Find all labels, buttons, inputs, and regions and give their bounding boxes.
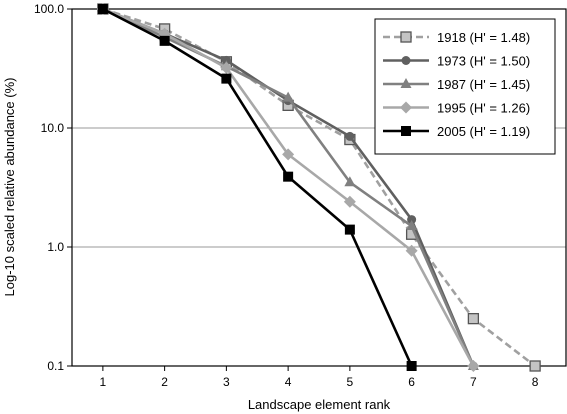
plot-area-frame <box>71 8 567 367</box>
series-4 <box>97 4 417 371</box>
data-point <box>405 244 418 257</box>
legend-marker <box>400 31 412 43</box>
legend: 1918 (H' = 1.48) 1973 (H' = 1.50) 1987 (H'… <box>374 18 556 155</box>
data-point <box>406 361 417 371</box>
x-tick-label: 2 <box>161 375 168 389</box>
legend-label: 1987 (H' = 1.45) <box>437 77 530 92</box>
data-point <box>282 91 294 102</box>
data-point <box>406 220 418 231</box>
legend-marker <box>400 101 412 114</box>
data-point <box>159 35 170 46</box>
data-point <box>97 4 108 14</box>
data-point <box>344 176 356 187</box>
x-tick-label: 8 <box>532 375 539 389</box>
y-axis-label: Log-10 scaled relative abundance (%) <box>2 78 17 297</box>
series-line <box>102 7 413 367</box>
data-point <box>467 312 480 325</box>
legend-label: 1995 (H' = 1.26) <box>437 101 530 116</box>
y-tick-label: 1.0 <box>47 240 64 254</box>
x-axis-label: Landscape element rank <box>248 397 391 412</box>
data-point <box>283 171 294 182</box>
data-point <box>282 148 295 161</box>
x-tick-label: 6 <box>408 375 415 389</box>
data-point <box>221 73 232 84</box>
x-tick-label: 5 <box>347 375 354 389</box>
data-point <box>344 224 355 235</box>
legend-marker <box>401 56 411 65</box>
data-point <box>407 215 417 225</box>
series-line <box>102 7 536 368</box>
data-point <box>220 61 233 74</box>
x-tick-label: 4 <box>285 375 292 389</box>
y-tick-label: 100.0 <box>34 2 64 16</box>
data-point <box>343 195 356 208</box>
x-tick-label: 3 <box>223 375 230 389</box>
y-tick-label: 10.0 <box>41 121 65 135</box>
data-point <box>345 131 355 141</box>
legend-label: 1973 (H' = 1.50) <box>437 54 530 69</box>
data-point <box>529 360 541 372</box>
legend-label: 1918 (H' = 1.48) <box>437 30 530 45</box>
legend-marker <box>401 126 411 136</box>
x-tick-label: 7 <box>470 375 477 389</box>
legend-label: 2005 (H' = 1.19) <box>437 124 530 139</box>
y-tick-label: 0.1 <box>47 359 64 373</box>
series-lines <box>96 3 541 372</box>
data-point <box>467 360 480 372</box>
x-tick-label: 1 <box>100 375 107 389</box>
legend-marker <box>400 78 412 88</box>
